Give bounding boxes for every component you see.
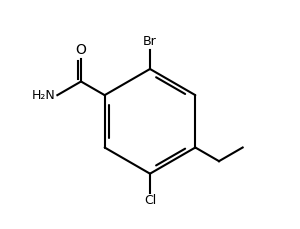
Text: Cl: Cl: [144, 194, 156, 207]
Text: Br: Br: [143, 35, 157, 49]
Text: O: O: [76, 43, 86, 57]
Text: H₂N: H₂N: [32, 89, 56, 102]
